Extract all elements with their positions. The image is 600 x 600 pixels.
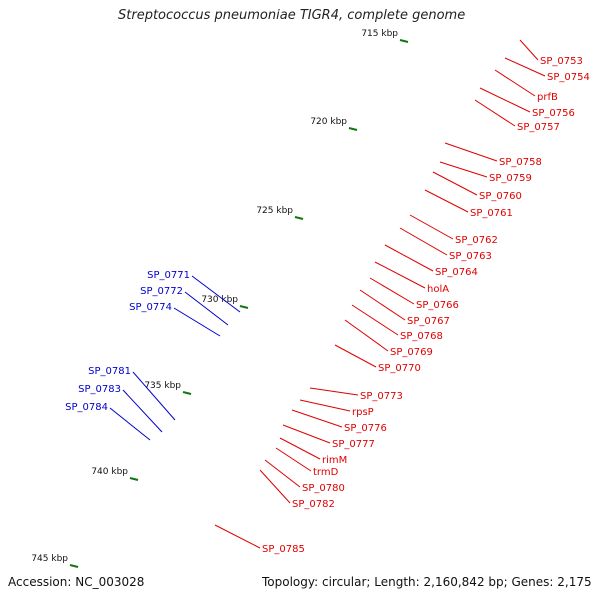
forward-label-leader	[264, 459, 301, 488]
forward-label-leader	[494, 69, 536, 97]
forward-gene-label[interactable]: SP_0785	[262, 544, 305, 555]
forward-gene-label[interactable]: SP_0761	[470, 208, 513, 219]
forward-label-leader	[409, 214, 454, 240]
forward-gene-label[interactable]: holA	[427, 284, 449, 295]
forward-label-leader	[344, 319, 389, 352]
forward-label-leader	[299, 399, 351, 412]
forward-gene-label[interactable]: SP_0762	[455, 235, 498, 246]
forward-gene-label[interactable]: SP_0754	[547, 72, 590, 83]
forward-label-leader	[259, 469, 291, 504]
forward-gene-label[interactable]: SP_0769	[390, 347, 433, 358]
reverse-label-leader	[109, 407, 151, 441]
kbp-tick-mark	[69, 564, 79, 568]
kbp-tick-mark	[129, 477, 139, 481]
reverse-label-leader	[173, 307, 221, 337]
forward-gene-label[interactable]: SP_0768	[400, 331, 443, 342]
forward-label-leader	[279, 437, 321, 460]
reverse-label-leader	[122, 389, 163, 433]
kbp-tick-label: 725 kbp	[256, 206, 293, 216]
forward-gene-label[interactable]: SP_0753	[540, 56, 583, 67]
forward-gene-label[interactable]: SP_0758	[499, 157, 542, 168]
forward-label-leader	[424, 189, 469, 213]
forward-label-leader	[474, 99, 516, 127]
forward-label-leader	[359, 289, 406, 321]
forward-gene-label[interactable]: SP_0780	[302, 483, 345, 494]
forward-gene-label[interactable]: SP_0770	[378, 363, 421, 374]
forward-label-leader	[291, 409, 343, 428]
forward-gene-label[interactable]: rimM	[322, 455, 347, 466]
forward-label-leader	[334, 344, 377, 368]
reverse-gene-label[interactable]: SP_0772	[140, 286, 183, 297]
forward-gene-label[interactable]: SP_0773	[360, 391, 403, 402]
kbp-tick-label: 745 kbp	[31, 554, 68, 564]
forward-gene-label[interactable]: prfB	[537, 92, 558, 103]
forward-label-leader	[384, 244, 434, 272]
kbp-tick-label: 735 kbp	[144, 381, 181, 391]
forward-gene-label[interactable]: trmD	[313, 467, 339, 478]
forward-label-leader	[309, 387, 359, 396]
forward-label-leader	[214, 524, 261, 549]
reverse-gene-label[interactable]: SP_0781	[88, 366, 131, 377]
kbp-tick-mark	[294, 216, 304, 220]
kbp-tick-mark	[399, 39, 409, 43]
forward-gene-label[interactable]: SP_0760	[479, 191, 522, 202]
forward-gene-label[interactable]: SP_0756	[532, 108, 575, 119]
kbp-tick-label: 740 kbp	[91, 467, 128, 477]
forward-label-leader	[432, 171, 478, 196]
forward-label-leader	[479, 87, 531, 113]
reverse-gene-label[interactable]: SP_0784	[65, 402, 108, 413]
reverse-label-leader	[191, 275, 241, 313]
forward-label-leader	[275, 447, 312, 472]
reverse-gene-label[interactable]: SP_0783	[78, 384, 121, 395]
forward-label-leader	[351, 304, 399, 336]
kbp-tick-label: 730 kbp	[201, 295, 238, 305]
forward-label-leader	[439, 161, 488, 178]
forward-gene-label[interactable]: SP_0776	[344, 423, 387, 434]
forward-label-leader	[444, 142, 498, 162]
forward-gene-label[interactable]: SP_0759	[489, 173, 532, 184]
kbp-tick-mark	[239, 305, 249, 309]
forward-gene-label[interactable]: SP_0766	[416, 300, 459, 311]
forward-label-leader	[369, 277, 415, 305]
forward-gene-label[interactable]: SP_0777	[332, 439, 375, 450]
forward-gene-label[interactable]: SP_0763	[449, 251, 492, 262]
forward-gene-label[interactable]: rpsP	[352, 407, 374, 418]
map-title: Streptococcus pneumoniae TIGR4, complete…	[118, 8, 466, 23]
forward-label-leader	[519, 39, 539, 61]
kbp-tick-mark	[182, 391, 192, 395]
accession-info: Accession: NC_003028	[8, 575, 145, 589]
reverse-gene-label[interactable]: SP_0771	[147, 270, 190, 281]
forward-gene-label[interactable]: SP_0757	[517, 122, 560, 133]
reverse-label-leader	[132, 371, 176, 421]
kbp-tick-label: 720 kbp	[310, 117, 347, 127]
kbp-tick-label: 715 kbp	[361, 29, 398, 39]
kbp-tick-mark	[348, 127, 358, 131]
forward-label-leader	[282, 424, 331, 444]
forward-gene-label[interactable]: SP_0764	[435, 267, 478, 278]
forward-gene-label[interactable]: SP_0782	[292, 499, 335, 510]
forward-gene-label[interactable]: SP_0767	[407, 316, 450, 327]
forward-label-leader	[374, 261, 426, 289]
forward-label-leader	[504, 57, 546, 77]
reverse-label-leader	[184, 291, 229, 326]
reverse-gene-label[interactable]: SP_0774	[129, 302, 172, 313]
genome-summary: Topology: circular; Length: 2,160,842 bp…	[262, 575, 592, 589]
forward-label-leader	[399, 227, 448, 256]
